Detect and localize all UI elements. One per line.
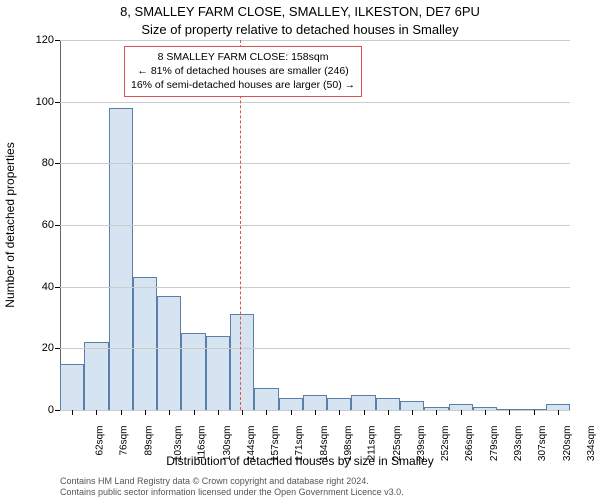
- annotation-box: 8 SMALLEY FARM CLOSE: 158sqm ← 81% of de…: [124, 46, 362, 97]
- xtick-mark: [72, 410, 73, 415]
- ytick-mark: [55, 410, 60, 411]
- xtick-mark: [534, 410, 535, 415]
- gridline: [60, 40, 570, 41]
- xtick-label: 89sqm: [143, 426, 154, 456]
- xtick-mark: [364, 410, 365, 415]
- ytick-mark: [55, 225, 60, 226]
- bar: [109, 108, 133, 410]
- xtick-label: 62sqm: [95, 426, 106, 456]
- xtick-mark: [169, 410, 170, 415]
- xtick-mark: [412, 410, 413, 415]
- bar: [376, 398, 400, 410]
- xtick-label: 76sqm: [119, 426, 130, 456]
- ytick-mark: [55, 163, 60, 164]
- xtick-mark: [218, 410, 219, 415]
- xtick-mark: [509, 410, 510, 415]
- annotation-line3: 16% of semi-detached houses are larger (…: [131, 78, 355, 92]
- ytick-label: 40: [14, 281, 54, 293]
- x-axis-label: Distribution of detached houses by size …: [0, 454, 600, 468]
- ytick-label: 0: [14, 404, 54, 416]
- bar: [181, 333, 205, 410]
- ytick-label: 60: [14, 219, 54, 231]
- bar: [351, 395, 375, 410]
- page-subtitle: Size of property relative to detached ho…: [0, 22, 600, 37]
- ytick-mark: [55, 287, 60, 288]
- xtick-mark: [436, 410, 437, 415]
- bar: [60, 364, 84, 410]
- bar: [400, 401, 424, 410]
- xtick-mark: [266, 410, 267, 415]
- ytick-mark: [55, 348, 60, 349]
- bar: [230, 314, 254, 410]
- xtick-mark: [291, 410, 292, 415]
- footer-line2: Contains public sector information licen…: [60, 487, 404, 498]
- annotation-line1: 8 SMALLEY FARM CLOSE: 158sqm: [131, 50, 355, 64]
- xtick-mark: [558, 410, 559, 415]
- bar: [279, 398, 303, 410]
- page-title-address: 8, SMALLEY FARM CLOSE, SMALLEY, ILKESTON…: [0, 4, 600, 19]
- xtick-mark: [315, 410, 316, 415]
- ytick-label: 20: [14, 342, 54, 354]
- xtick-mark: [121, 410, 122, 415]
- gridline: [60, 163, 570, 164]
- gridline: [60, 287, 570, 288]
- xtick-mark: [194, 410, 195, 415]
- bar: [254, 388, 278, 410]
- xtick-mark: [461, 410, 462, 415]
- gridline: [60, 348, 570, 349]
- xtick-mark: [339, 410, 340, 415]
- ytick-mark: [55, 40, 60, 41]
- ytick-label: 80: [14, 157, 54, 169]
- xtick-mark: [485, 410, 486, 415]
- bar: [303, 395, 327, 410]
- bar: [206, 336, 230, 410]
- bar: [84, 342, 108, 410]
- xtick-mark: [242, 410, 243, 415]
- footer-attribution: Contains HM Land Registry data © Crown c…: [60, 476, 404, 499]
- bar: [157, 296, 181, 410]
- xtick-mark: [96, 410, 97, 415]
- xtick-mark: [388, 410, 389, 415]
- ytick-mark: [55, 102, 60, 103]
- histogram-plot: 02040608010012062sqm76sqm89sqm103sqm116s…: [60, 40, 570, 410]
- annotation-line2: ← 81% of detached houses are smaller (24…: [131, 64, 355, 78]
- ytick-label: 120: [14, 34, 54, 46]
- xtick-mark: [145, 410, 146, 415]
- gridline: [60, 102, 570, 103]
- bar: [133, 277, 157, 410]
- bar: [327, 398, 351, 410]
- gridline: [60, 225, 570, 226]
- footer-line1: Contains HM Land Registry data © Crown c…: [60, 476, 404, 487]
- ytick-label: 100: [14, 96, 54, 108]
